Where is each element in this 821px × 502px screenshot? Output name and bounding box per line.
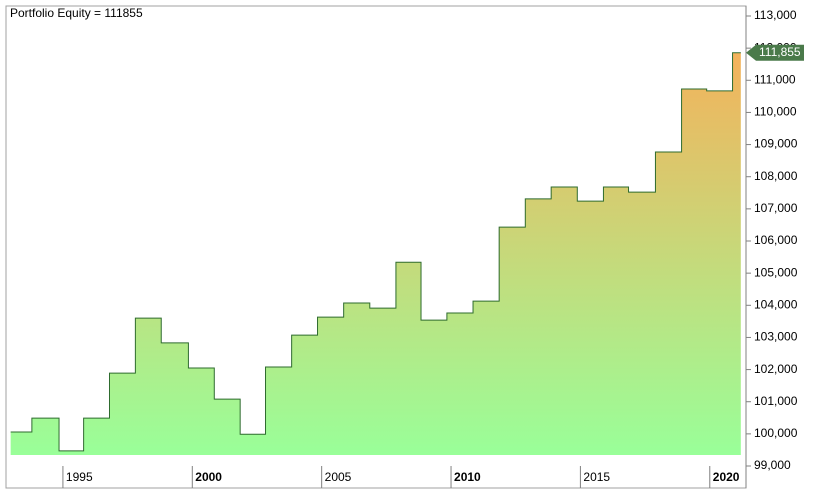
- y-tick-label: 111,000: [754, 72, 796, 86]
- y-tick-label: 105,000: [754, 265, 798, 279]
- y-tick-label: 106,000: [754, 233, 798, 247]
- x-tick-label: 1995: [66, 470, 93, 484]
- y-tick-label: 101,000: [754, 394, 798, 408]
- y-tick-label: 104,000: [754, 297, 798, 311]
- last-value-label: 111,855: [759, 45, 801, 59]
- x-tick-label: 2010: [454, 470, 481, 484]
- last-value-tag: [746, 44, 804, 61]
- y-tick-label: 110,000: [754, 105, 797, 119]
- y-tick-label: 100,000: [754, 426, 798, 440]
- x-tick-label: 2005: [325, 470, 352, 484]
- y-tick-label: 99,000: [754, 458, 791, 472]
- y-tick-label: 113,000: [754, 8, 797, 22]
- y-tick-label: 109,000: [754, 137, 798, 151]
- x-tick-label: 2015: [583, 470, 610, 484]
- equity-area: [10, 52, 741, 456]
- x-tick-label: 2000: [195, 470, 222, 484]
- equity-line: [10, 52, 741, 452]
- chart-title: Portfolio Equity = 111855: [10, 6, 143, 20]
- x-tick-label: 2020: [713, 470, 740, 484]
- y-tick-label: 102,000: [754, 362, 798, 376]
- y-tick-label: 103,000: [754, 330, 798, 344]
- y-tick-label: 107,000: [754, 201, 798, 215]
- y-tick-label: 108,000: [754, 169, 798, 183]
